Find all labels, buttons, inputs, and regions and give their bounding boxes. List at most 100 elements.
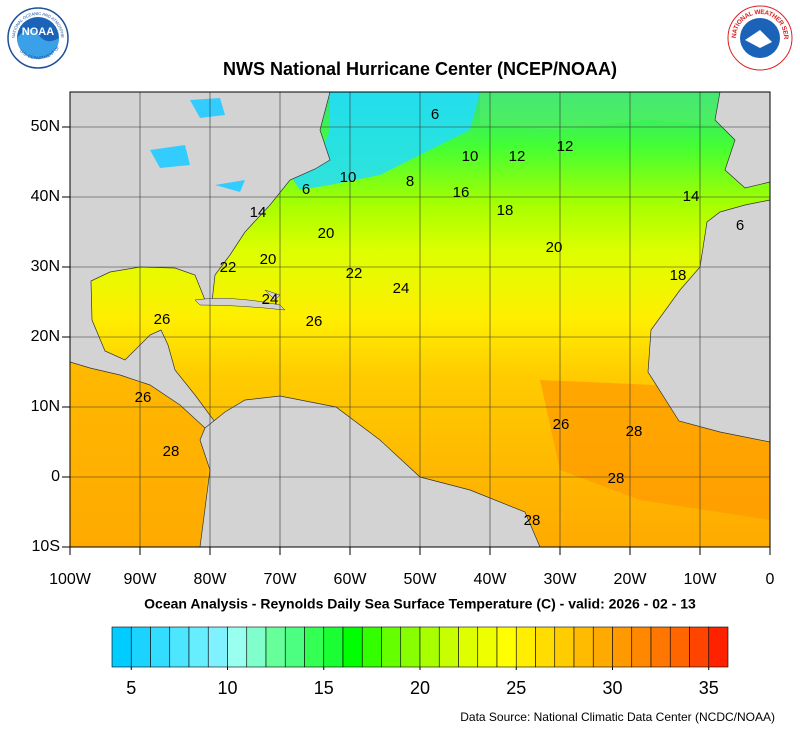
source: Data Source: National Climatic Data Cent… (460, 710, 775, 724)
x-tick-label: 70W (264, 571, 298, 588)
colorbar-box (458, 626, 479, 668)
x-tick-label: 40W (474, 571, 508, 588)
contour-label: 20 (318, 225, 335, 242)
contour-label: 14 (683, 188, 700, 205)
y-tick-label: 30N (31, 258, 60, 275)
contour-label: 26 (553, 416, 570, 433)
colorbar-box (323, 626, 344, 668)
caribbean-islands (194, 289, 286, 311)
title: NWS National Hurricane Center (NCEP/NOAA… (223, 59, 617, 79)
south-america (199, 395, 541, 547)
colorbar-box (169, 626, 190, 668)
colorbar-tick-label: 20 (410, 678, 430, 698)
colorbar-box (592, 626, 613, 668)
contour-label: 18 (497, 202, 514, 219)
colorbar-tick-label: 25 (506, 678, 526, 698)
colorbar-box (669, 626, 690, 668)
contour-label: 12 (509, 148, 526, 165)
colorbar-box (246, 626, 267, 668)
y-tick-label: 10S (32, 538, 60, 555)
x-tick-label: 30W (544, 571, 578, 588)
contour-label: 26 (135, 389, 152, 406)
colorbar-tick-label: 30 (602, 678, 622, 698)
colorbar-box (400, 626, 421, 668)
contour-label: 22 (220, 259, 237, 276)
colorbar-box (130, 626, 151, 668)
contour-label: 22 (346, 265, 363, 282)
contour-label: 18 (670, 267, 687, 284)
contour-label: 26 (154, 311, 171, 328)
contour-label: 12 (557, 138, 574, 155)
x-tick-label: 80W (194, 571, 228, 588)
contour-label: 6 (736, 217, 744, 234)
contour-label: 24 (393, 280, 410, 297)
axes: 100W 90W 80W 70W 60W 50W 40W 30W 20W 10W 0 10S 0 10N 2… (31, 118, 775, 588)
y-tick-label: 10N (31, 398, 60, 415)
colorbar-tick-label: 10 (217, 678, 237, 698)
colorbar-box (650, 626, 671, 668)
cool-water (480, 92, 770, 130)
colorbar-tick-label: 5 (126, 678, 136, 698)
colorbar: 5 10 15 20 25 30 35 (111, 626, 729, 698)
colorbar-box (573, 626, 594, 668)
colorbar-box (612, 626, 633, 668)
colorbar-box (631, 626, 652, 668)
contour-label: 14 (250, 204, 267, 221)
colorbar-box (361, 626, 382, 668)
colorbar-box (708, 626, 729, 668)
colorbar-box (227, 626, 248, 668)
africa (647, 199, 770, 443)
y-tick-label: 20N (31, 328, 60, 345)
nws-ring-path: NATIONAL WEATHER SERVICE (0, 0, 789, 40)
colorbar-box (477, 626, 498, 668)
noaa-logo-text: NOAA (22, 26, 54, 38)
x-tick-label: 0 (766, 571, 775, 588)
colorbar-box (438, 626, 459, 668)
contour-label: 28 (608, 470, 625, 487)
noaa-logo: NOAA NATIONAL OCEANIC AND ATMOSPHERIC AD… (0, 0, 69, 69)
x-tick-label: 100W (49, 571, 92, 588)
colorbar-box (207, 626, 228, 668)
contour-label: 20 (546, 239, 563, 256)
colorbar-box (496, 626, 517, 668)
contour-label: 28 (524, 512, 541, 529)
cold-water (290, 92, 480, 190)
y-tick-label: 50N (31, 118, 60, 135)
colorbar-box (419, 626, 440, 668)
contour-label: 16 (453, 184, 470, 201)
colorbar-box (304, 626, 325, 668)
subtitle: Ocean Analysis - Reynolds Daily Sea Surf… (144, 596, 696, 612)
nws-ring-text: NATIONAL WEATHER SERVICE (0, 0, 789, 40)
contour-labels: 6 10 12 12 6 10 8 16 18 14 6 14 20 20 22 20 22 24 24 18 26 26… (135, 106, 745, 529)
north-america (70, 92, 331, 429)
colorbar-tick-label: 15 (314, 678, 334, 698)
colorbar-box (535, 626, 556, 668)
colorbar-box (265, 626, 286, 668)
colorbar-box (188, 626, 209, 668)
contour-label: 28 (163, 443, 180, 460)
y-tick-label: 0 (51, 468, 60, 485)
colorbar-box (381, 626, 402, 668)
x-tick-label: 90W (124, 571, 158, 588)
colorbar-box (689, 626, 710, 668)
contour-label: 8 (406, 173, 414, 190)
x-tick-label: 10W (684, 571, 718, 588)
contour-label: 6 (431, 106, 439, 123)
colorbar-box (111, 626, 132, 668)
contour-label: 26 (306, 313, 323, 330)
contour-label: 24 (262, 291, 279, 308)
colorbar-box (554, 626, 575, 668)
contour-label: 28 (626, 423, 643, 440)
contour-label: 6 (302, 181, 310, 198)
europe (714, 92, 770, 189)
colorbar-box (515, 626, 536, 668)
colorbar-box (150, 626, 171, 668)
y-tick-label: 40N (31, 188, 60, 205)
x-tick-label: 60W (334, 571, 368, 588)
lakes (150, 98, 245, 192)
contour-label: 10 (462, 148, 479, 165)
colorbar-box (342, 626, 363, 668)
colorbar-tick-label: 35 (699, 678, 719, 698)
x-tick-label: 20W (614, 571, 648, 588)
